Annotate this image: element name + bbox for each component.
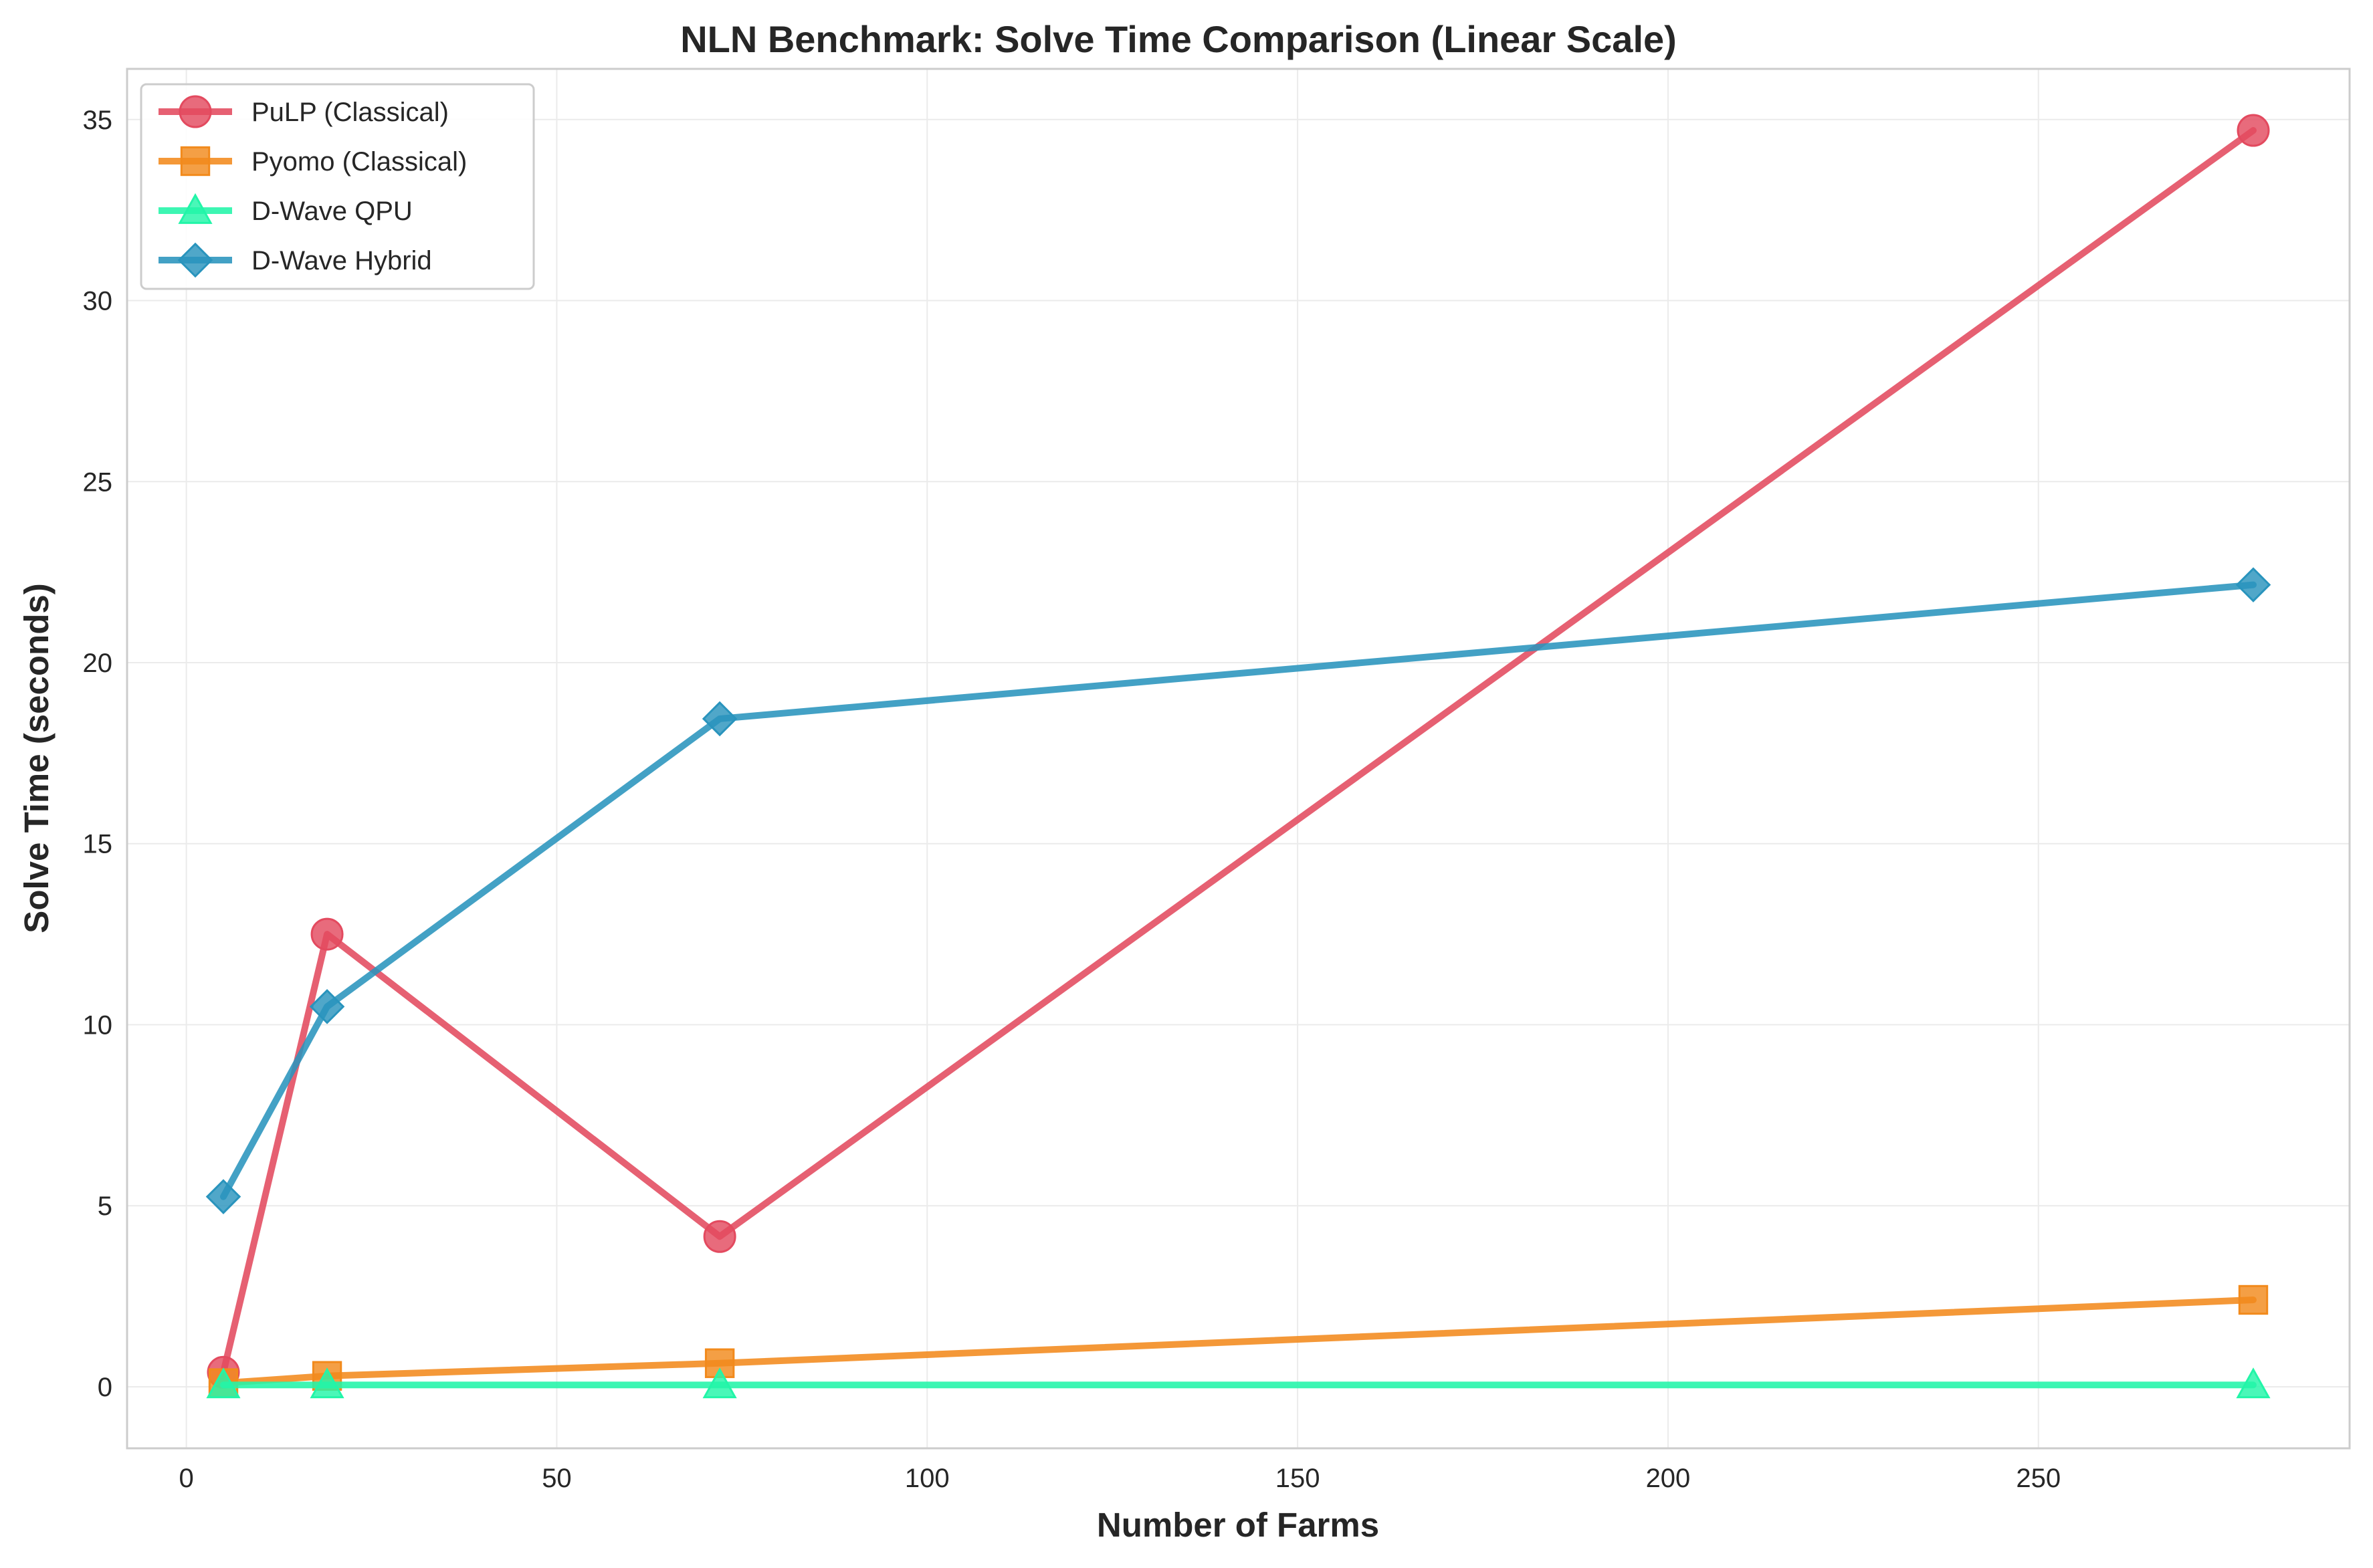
legend-label: D-Wave Hybrid — [251, 246, 432, 275]
legend-entry: D-Wave Hybrid — [159, 242, 432, 278]
legend-marker — [180, 146, 211, 177]
series-layer — [205, 114, 2271, 1399]
x-tick-label: 200 — [1646, 1464, 1691, 1493]
data-point — [702, 701, 738, 737]
y-tick-labels: 0 5 10 15 20 25 30 35 — [83, 106, 113, 1402]
legend-marker — [179, 95, 212, 128]
legend-frame — [140, 83, 535, 290]
x-tick-labels: 0 50 100 150 200 250 — [179, 1464, 2061, 1493]
x-tick-label: 150 — [1275, 1464, 1320, 1493]
y-tick-label: 30 — [83, 287, 113, 316]
series-line — [219, 127, 2257, 1376]
legend-entry: D-Wave QPU — [159, 193, 413, 226]
data-point — [2236, 1367, 2271, 1399]
legend-label: D-Wave QPU — [251, 197, 413, 226]
x-tick-label: 250 — [2016, 1464, 2061, 1493]
legend-label: Pyomo (Classical) — [251, 147, 467, 177]
series-3 — [205, 567, 2271, 1214]
data-point — [206, 1367, 241, 1399]
data-point — [309, 989, 345, 1024]
series-line — [219, 1296, 2257, 1387]
data-point — [703, 1220, 736, 1253]
y-tick-label: 35 — [83, 106, 113, 135]
legend-marker — [178, 193, 213, 224]
data-point — [2235, 567, 2271, 602]
x-tick-label: 0 — [179, 1464, 193, 1493]
legend-label: PuLP (Classical) — [251, 98, 449, 127]
y-tick-label: 5 — [98, 1192, 112, 1221]
chart-title: NLN Benchmark: Solve Time Comparison (Li… — [680, 18, 1677, 60]
plot-frame — [126, 68, 2351, 1450]
y-tick-label: 20 — [83, 649, 113, 678]
data-point — [2237, 114, 2270, 147]
x-axis-label: Number of Farms — [1097, 1506, 1379, 1544]
legend-entry: Pyomo (Classical) — [159, 146, 467, 177]
y-tick-label: 0 — [98, 1373, 112, 1402]
data-point — [2238, 1284, 2269, 1315]
data-point — [205, 1179, 241, 1214]
series-line — [219, 581, 2257, 1200]
y-tick-label: 10 — [83, 1010, 113, 1040]
legend-marker — [177, 242, 213, 278]
grid — [127, 69, 2350, 1448]
series-2 — [206, 1367, 2271, 1399]
y-axis-label: Solve Time (seconds) — [17, 583, 56, 933]
y-tick-label: 15 — [83, 830, 113, 859]
legend: PuLP (Classical) Pyomo (Classical) D-Wave … — [140, 83, 535, 290]
legend-entry: PuLP (Classical) — [159, 95, 449, 128]
y-tick-label: 25 — [83, 467, 113, 497]
x-tick-label: 100 — [905, 1464, 950, 1493]
data-point — [310, 917, 344, 951]
data-point — [310, 1367, 344, 1399]
data-point — [702, 1367, 737, 1399]
x-tick-label: 50 — [542, 1464, 572, 1493]
